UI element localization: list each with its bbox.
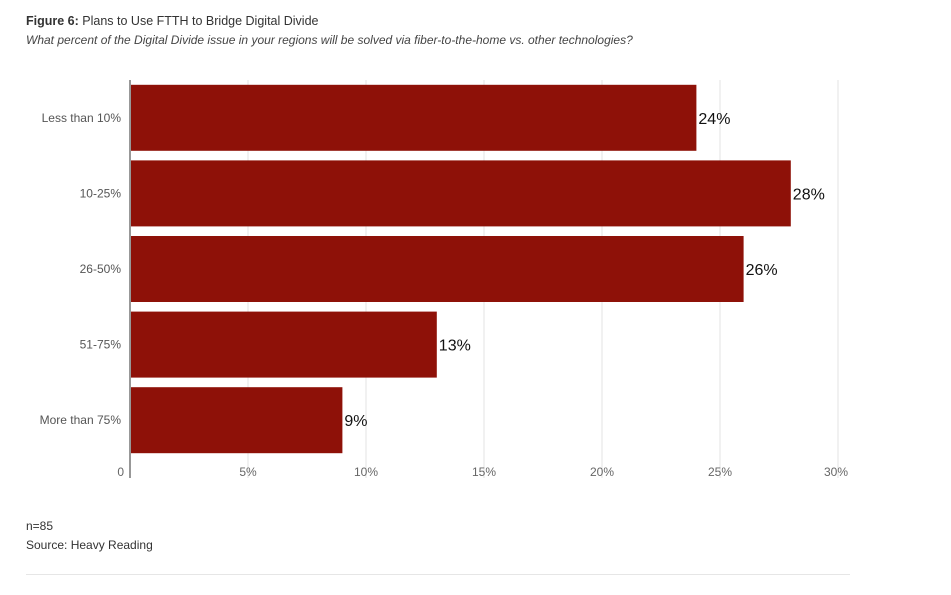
- bar: [131, 160, 791, 227]
- bar-chart: 0 5% 10% 15% 20% 25% 30% Less than 10% 24% 10-25%…: [40, 80, 848, 479]
- footer-divider: [26, 574, 850, 575]
- source-note: Source: Heavy Reading: [26, 538, 153, 552]
- data-label: 9%: [344, 413, 367, 430]
- category-label: 51-75%: [80, 338, 122, 352]
- sample-size: n=85: [26, 519, 54, 533]
- x-tick-label: 20%: [590, 465, 614, 479]
- data-label: 28%: [793, 186, 825, 203]
- chart-title-text: Plans to Use FTTH to Bridge Digital Divi…: [82, 14, 319, 28]
- bar: [131, 84, 697, 151]
- data-label: 24%: [698, 111, 730, 128]
- bar: [131, 387, 343, 454]
- x-tick-label: 30%: [824, 465, 848, 479]
- data-label: 26%: [746, 262, 778, 279]
- x-tick-label: 10%: [354, 465, 378, 479]
- category-label: Less than 10%: [42, 111, 122, 125]
- x-tick-label: 0: [117, 465, 124, 479]
- category-label: 26-50%: [80, 262, 122, 276]
- chart-subtitle: What percent of the Digital Divide issue…: [26, 33, 633, 47]
- data-label: 13%: [439, 338, 471, 355]
- bar: [131, 311, 437, 378]
- figure-label: Figure 6:: [26, 14, 79, 28]
- x-tick-label: 5%: [239, 465, 257, 479]
- bar: [131, 236, 744, 302]
- category-label: More than 75%: [40, 413, 122, 427]
- category-label: 10-25%: [80, 186, 122, 200]
- chart-title: Figure 6: Plans to Use FTTH to Bridge Di…: [26, 14, 318, 28]
- x-tick-label: 25%: [708, 465, 732, 479]
- x-tick-label: 15%: [472, 465, 496, 479]
